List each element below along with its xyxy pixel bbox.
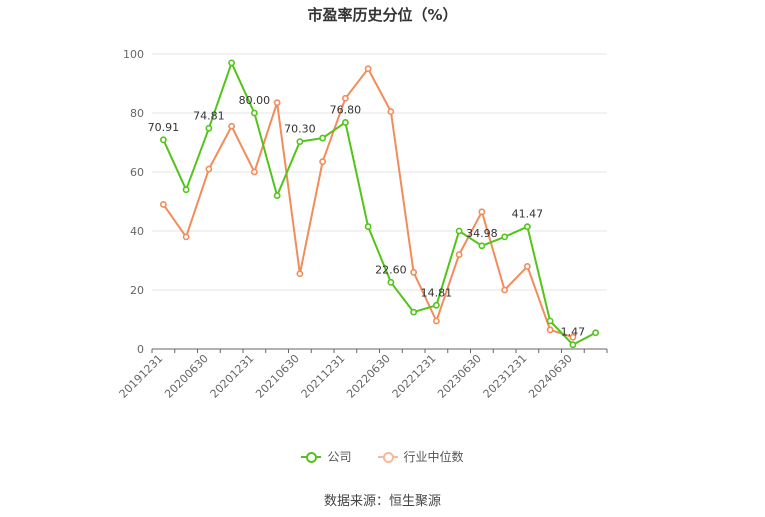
legend-item-company[interactable]: 公司	[301, 448, 352, 465]
x-tick-label-20221231: 20221231	[390, 352, 439, 401]
data-label-18: 1.47	[561, 326, 586, 339]
series-0-point-14	[478, 242, 486, 250]
x-tick-label-20231231: 20231231	[481, 352, 530, 401]
data-label-14: 34.98	[466, 227, 498, 240]
legend-label-industry-median: 行业中位数	[403, 450, 464, 464]
x-tick-label-20200630: 20200630	[162, 352, 211, 401]
series-0-point-8	[341, 119, 349, 126]
series-1-point-12	[432, 317, 440, 325]
legend-swatch-industry-median	[377, 451, 398, 463]
x-tick-label-20211231: 20211231	[299, 352, 348, 401]
series-1-point-15	[501, 286, 509, 294]
y-tick-label-20: 20	[130, 284, 144, 297]
series	[159, 59, 600, 349]
series-0-point-19	[592, 329, 600, 337]
series-0-point-15	[501, 233, 509, 241]
y-tick-label-0: 0	[137, 343, 144, 356]
series-1-point-5	[273, 99, 281, 107]
line-chart: 0204060801002019123120200630202012312021…	[117, 48, 608, 401]
series-line-0	[162, 61, 597, 346]
series-1-point-1	[182, 233, 190, 241]
series-1-point-0	[159, 201, 167, 208]
series-1-point-8	[341, 94, 349, 102]
x-tick-label-20191231: 20191231	[117, 352, 166, 401]
series-1-point-7	[319, 158, 327, 166]
series-0-point-0	[159, 136, 167, 144]
y-tick-label-40: 40	[130, 225, 144, 238]
y-tick-label-100: 100	[123, 48, 144, 61]
series-0-point-18	[569, 341, 577, 349]
series-0-point-1	[182, 186, 190, 194]
series-1-point-4	[250, 168, 258, 176]
data-labels: 70.91 74.81 80.00 70.30 76.80 22.60 14.81 34.98…	[148, 94, 586, 339]
y-tick-label-80: 80	[130, 107, 144, 120]
y-tick-label-60: 60	[130, 166, 144, 179]
legend-item-industry-median[interactable]: 行业中位数	[377, 448, 464, 465]
chart-title: 市盈率历史分位（%）	[307, 6, 458, 24]
data-label-6: 70.30	[284, 123, 316, 136]
series-0-point-13	[455, 227, 463, 235]
series-0-point-2	[205, 124, 213, 132]
data-label-2: 74.81	[193, 109, 225, 122]
series-1-point-6	[296, 270, 304, 278]
series-1-point-11	[410, 268, 418, 276]
series-0-point-3	[228, 59, 236, 67]
data-label-16: 41.47	[512, 208, 544, 221]
series-0-point-4	[250, 109, 258, 117]
series-0-point-9	[364, 223, 372, 230]
data-label-4: 80.00	[239, 94, 271, 107]
series-1-point-14	[478, 208, 486, 216]
series-1-point-13	[455, 251, 463, 258]
series-0-point-17	[546, 317, 554, 325]
data-label-10: 22.60	[375, 263, 407, 276]
x-tick-label-20230630: 20230630	[435, 352, 484, 401]
series-1-point-2	[205, 165, 213, 173]
data-label-8: 76.80	[330, 103, 362, 116]
series-1-point-9	[364, 65, 372, 73]
x-tick-label-20201231: 20201231	[208, 352, 257, 401]
x-tick-label-20220630: 20220630	[344, 352, 393, 401]
series-0-point-7	[319, 134, 327, 142]
series-0-point-16	[523, 223, 531, 231]
series-1-point-17	[546, 326, 554, 334]
legend: 公司 行业中位数	[0, 448, 765, 465]
data-source: 数据来源：恒生聚源	[323, 494, 441, 509]
x-tick-label-20210630: 20210630	[253, 352, 302, 401]
series-1-point-18	[569, 333, 577, 341]
series-0-point-12	[432, 301, 440, 309]
series-0-point-11	[410, 308, 418, 316]
data-label-12: 14.81	[421, 286, 453, 299]
series-0-point-6	[296, 138, 304, 146]
series-line-1	[162, 67, 574, 339]
x-tick-label-20240630: 20240630	[526, 352, 575, 401]
series-1-point-3	[228, 122, 236, 130]
series-1-point-16	[523, 262, 531, 270]
grid-lines	[152, 53, 607, 291]
data-label-0: 70.91	[148, 121, 180, 134]
legend-label-company: 公司	[327, 450, 352, 464]
legend-swatch-company	[301, 451, 322, 463]
series-1-point-10	[387, 108, 395, 115]
series-0-point-10	[387, 278, 395, 286]
series-0-point-5	[273, 192, 281, 199]
